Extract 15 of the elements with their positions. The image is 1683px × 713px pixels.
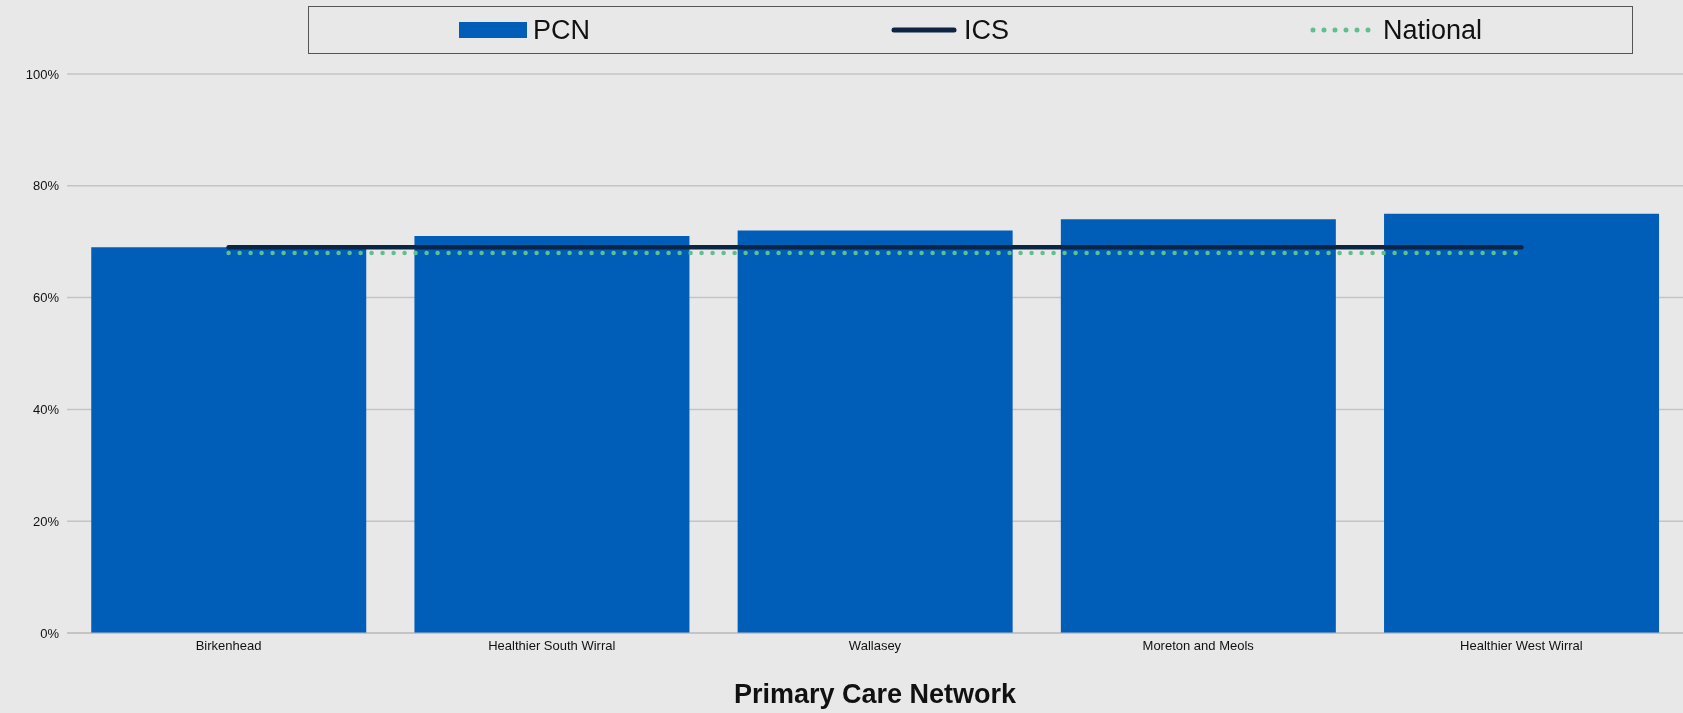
y-tick-label: 80%: [32, 178, 60, 194]
legend-label: ICS: [963, 14, 1009, 46]
y-tick-label: 60%: [32, 290, 60, 306]
y-tick-label: 20%: [32, 513, 60, 529]
x-tick-label: Healthier South Wirral: [488, 638, 616, 654]
y-tick-label: 100%: [25, 66, 60, 82]
y-tick-label: 40%: [32, 402, 60, 418]
x-tick-label: Healthier West Wirral: [1460, 638, 1583, 654]
x-axis-title: Primary Care Network: [733, 679, 1018, 709]
legend-label: National: [1382, 14, 1483, 46]
x-tick-label: Moreton and Meols: [1142, 638, 1255, 654]
x-tick-label: Wallasey: [848, 638, 902, 654]
legend-label: PCN: [532, 14, 590, 46]
y-tick-label: 0%: [40, 625, 60, 641]
x-tick-label: Birkenhead: [195, 638, 262, 654]
